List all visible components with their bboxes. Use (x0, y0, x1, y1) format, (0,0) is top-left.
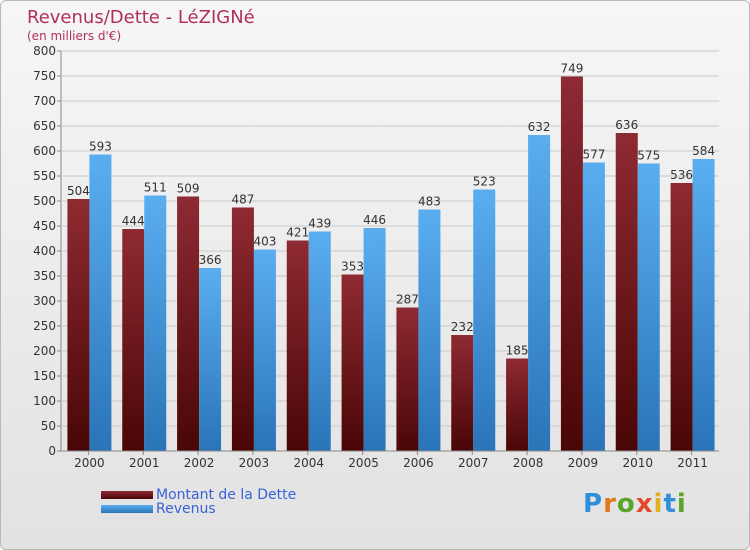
x-tick-label: 2004 (293, 456, 324, 470)
data-label-dette: 421 (286, 226, 309, 240)
y-tick-label: 200 (33, 344, 56, 358)
legend-label-dette: Montant de la Dette (156, 487, 297, 503)
chart-title: Revenus/Dette - LéZIGNé (27, 7, 255, 28)
bar-dette (670, 183, 693, 451)
data-label-revenus: 439 (308, 217, 331, 231)
data-label-dette: 353 (341, 260, 364, 274)
bar-dette (67, 199, 90, 451)
x-tick-label: 2011 (677, 456, 708, 470)
bar-dette (231, 207, 254, 451)
bar-revenus (582, 162, 605, 451)
x-tick-label: 2003 (239, 456, 270, 470)
y-tick-label: 100 (33, 394, 56, 408)
bar-revenus (144, 195, 167, 451)
bar-revenus (637, 163, 660, 451)
y-tick-label: 600 (33, 144, 56, 158)
data-label-dette: 444 (122, 214, 145, 228)
y-tick-label: 800 (33, 44, 56, 58)
legend-label-revenus: Revenus (156, 501, 216, 517)
bar-dette (615, 133, 638, 451)
y-tick-label: 500 (33, 194, 56, 208)
x-tick-label: 2002 (184, 456, 215, 470)
x-tick-label: 2005 (348, 456, 379, 470)
y-tick-label: 250 (33, 319, 56, 333)
bar-revenus (253, 249, 276, 451)
bar-revenus (308, 231, 331, 451)
y-tick-label: 450 (33, 219, 56, 233)
bar-dette (506, 358, 529, 451)
data-label-dette: 487 (231, 193, 254, 207)
x-tick-label: 2010 (622, 456, 653, 470)
bar-revenus (363, 228, 386, 451)
data-label-revenus: 403 (253, 235, 276, 249)
data-label-dette: 636 (615, 118, 638, 132)
data-label-revenus: 575 (637, 149, 660, 163)
y-tick-label: 700 (33, 94, 56, 108)
bar-dette (122, 229, 145, 451)
data-label-dette: 185 (506, 344, 529, 358)
x-tick-label: 2007 (458, 456, 489, 470)
bar-dette (177, 196, 200, 451)
y-tick-label: 550 (33, 169, 56, 183)
data-label-dette: 232 (451, 320, 474, 334)
bar-dette (560, 76, 583, 451)
x-tick-label: 2008 (513, 456, 544, 470)
bar-revenus (418, 209, 441, 451)
bar-revenus (89, 154, 112, 451)
data-label-revenus: 577 (582, 148, 605, 162)
y-tick-label: 750 (33, 69, 56, 83)
data-label-dette: 749 (560, 62, 583, 76)
bar-dette (451, 335, 474, 451)
legend-swatch-revenus (101, 505, 153, 513)
chart-subtitle: (en milliers d'€) (27, 29, 122, 43)
data-label-dette: 509 (177, 182, 200, 196)
legend-swatch-dette (101, 491, 153, 499)
y-tick-label: 350 (33, 269, 56, 283)
bar-revenus (473, 189, 496, 451)
x-tick-label: 2000 (74, 456, 105, 470)
bar-dette (396, 307, 419, 451)
data-label-revenus: 632 (528, 120, 551, 134)
data-label-dette: 504 (67, 184, 90, 198)
data-label-revenus: 446 (363, 213, 386, 227)
bar-dette (286, 240, 309, 451)
data-label-dette: 536 (670, 168, 693, 182)
y-tick-label: 0 (48, 444, 56, 458)
bar-revenus (692, 159, 715, 451)
data-label-revenus: 584 (692, 144, 715, 158)
y-tick-label: 300 (33, 294, 56, 308)
data-label-revenus: 511 (144, 181, 167, 195)
proxiti-logo: Proxiti (583, 489, 687, 519)
x-tick-label: 2009 (568, 456, 599, 470)
data-label-revenus: 523 (473, 175, 496, 189)
y-tick-label: 150 (33, 369, 56, 383)
x-tick-label: 2001 (129, 456, 160, 470)
data-label-revenus: 483 (418, 195, 441, 209)
data-label-revenus: 593 (89, 140, 112, 154)
bar-dette (341, 274, 364, 451)
data-label-dette: 287 (396, 293, 419, 307)
bar-revenus (199, 268, 222, 451)
y-tick-label: 400 (33, 244, 56, 258)
y-tick-label: 650 (33, 119, 56, 133)
y-tick-label: 50 (41, 419, 56, 433)
data-label-revenus: 366 (199, 253, 222, 267)
bar-revenus (528, 135, 551, 451)
x-tick-label: 2006 (403, 456, 434, 470)
